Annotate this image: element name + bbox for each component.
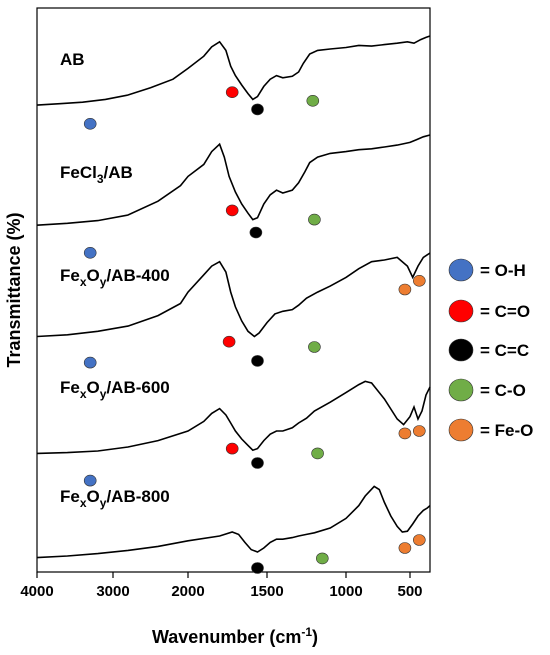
x-tick-label-4000: 4000 [20,583,53,600]
peak-marker-co-5-2 [315,552,329,565]
peak-marker-co-2-2 [225,204,239,217]
legend: = O-H = C=O = C=C = C-O = Fe-O [448,258,533,442]
plot-area [36,7,431,573]
legend-label-co: = C=O [480,302,530,321]
peak-markers [83,86,426,574]
series-labels: AB FeCl3/AB FexOy/AB-400 FexOy/AB-600 FexOy/… [60,50,170,510]
peak-marker-cc-2-3 [249,226,263,239]
peak-marker-co-2-4 [308,213,321,226]
legend-marker-co [448,299,474,323]
peak-marker-co-1-4 [306,95,320,107]
peak-marker-feo-4-6 [412,425,426,437]
peak-marker-feo-5-3 [398,542,412,554]
legend-marker-cc [448,338,474,362]
spectra-curves [36,35,431,559]
spectrum-line-1 [36,35,431,106]
peak-marker-oh-1-1 [83,118,97,130]
peak-marker-cc-4-3 [251,457,264,469]
peak-marker-co-4-4 [311,447,324,460]
spectrum-line-3 [36,252,431,338]
series-label-5: FexOy/AB-800 [60,487,170,510]
peak-marker-feo-4-5 [398,427,412,440]
peak-marker-cc-3-3 [251,355,264,367]
peak-marker-feo-5-4 [412,534,426,546]
series-label-2: FeCl3/AB [60,163,133,186]
series-label-3: FexOy/AB-400 [60,266,170,289]
x-axis-title: Wavenumber (cm-1) [152,625,318,647]
legend-marker-co [448,378,474,402]
peak-marker-feo-3-5 [398,283,412,296]
peak-marker-feo-3-6 [412,274,426,287]
peak-marker-co-3-2 [222,335,236,348]
spectrum-line-4 [36,380,431,455]
x-tick-label-2000: 2000 [171,583,204,600]
legend-label-co: = C-O [480,381,526,400]
spectrum-line-5 [36,485,431,559]
peak-marker-cc-1-3 [251,103,264,116]
series-label-1: AB [60,50,85,69]
peak-marker-oh-2-1 [83,247,97,259]
peak-marker-co-3-4 [308,341,321,353]
peak-marker-oh-4-1 [83,474,97,487]
peak-marker-cc-5-1 [251,562,264,574]
x-axis-ticks: 4000 3000 2000 1500 1000 500 [20,572,423,600]
y-axis-title: Transmittance (%) [4,212,24,367]
legend-label-oh: = O-H [480,261,526,280]
x-tick-label-3000: 3000 [96,583,129,600]
x-tick-label-500: 500 [397,583,422,600]
peak-marker-oh-3-1 [83,356,97,369]
legend-label-cc: = C=C [480,341,529,360]
series-label-4: FexOy/AB-600 [60,378,170,401]
x-tick-label-1000: 1000 [329,583,362,600]
plot-border [36,7,431,573]
spectrum-line-2 [36,134,431,226]
peak-marker-co-1-2 [225,86,239,98]
legend-marker-feo [448,418,474,442]
x-tick-label-1500: 1500 [250,583,283,600]
peak-marker-co-4-2 [225,442,239,455]
legend-marker-oh [448,258,474,282]
legend-label-feo: = Fe-O [480,421,533,440]
